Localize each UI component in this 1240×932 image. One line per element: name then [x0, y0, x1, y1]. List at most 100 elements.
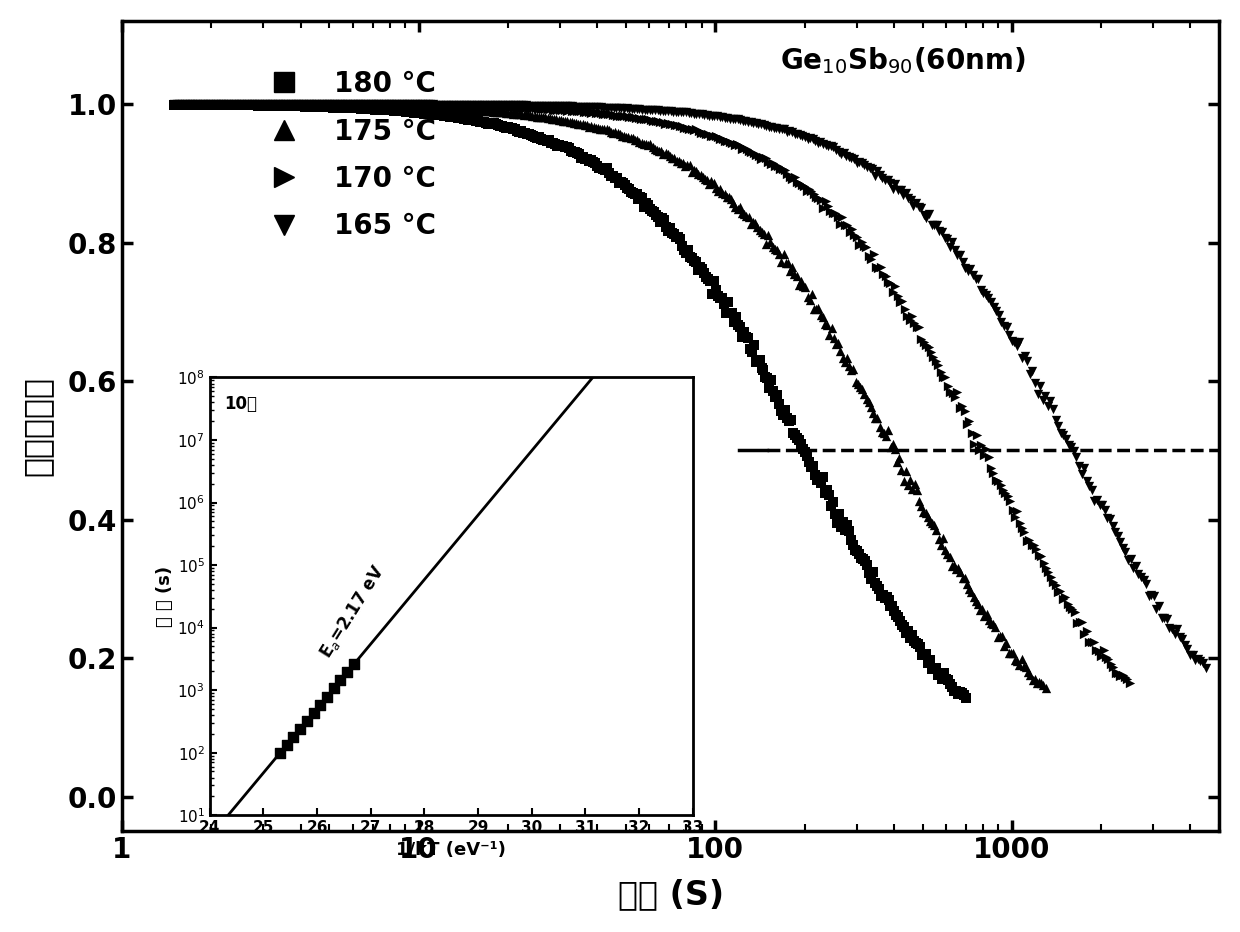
Point [738, 331, 758, 346]
Point [203, 97, 223, 112]
Point [883, 437, 903, 452]
Point [825, 506, 844, 521]
Point [241, 97, 260, 112]
Point [794, 442, 813, 457]
Point [372, 103, 392, 117]
Point [329, 98, 348, 113]
Point [677, 158, 697, 172]
Point [1016, 660, 1035, 675]
Point [187, 97, 207, 112]
Point [852, 234, 872, 249]
Point [508, 98, 528, 113]
Point [688, 124, 708, 139]
Point [531, 98, 551, 113]
Point [254, 97, 274, 112]
Point [878, 423, 898, 438]
Point [226, 97, 246, 112]
Point [420, 98, 440, 113]
Point [542, 111, 562, 126]
Point [228, 98, 248, 113]
Point [869, 419, 889, 434]
Point [706, 282, 725, 297]
Point [310, 98, 330, 113]
Point [649, 210, 668, 225]
Point [699, 108, 719, 123]
Point [844, 227, 864, 242]
Point [906, 636, 926, 651]
Point [366, 97, 386, 112]
Point [934, 369, 954, 384]
Point [594, 100, 614, 115]
Point [905, 476, 925, 491]
Point [484, 104, 503, 119]
Point [272, 97, 291, 112]
Point [301, 98, 321, 113]
Point [284, 97, 304, 112]
Point [816, 194, 836, 209]
Point [191, 97, 211, 112]
Point [260, 97, 280, 112]
Point [844, 151, 864, 166]
Point [337, 98, 357, 113]
Point [428, 107, 448, 122]
Point [756, 237, 776, 252]
Point [217, 97, 237, 112]
Point [497, 119, 517, 134]
Point [585, 156, 605, 171]
Point [339, 97, 358, 112]
Point [725, 112, 745, 127]
Point [806, 301, 826, 316]
Point [1183, 648, 1203, 663]
Point [166, 97, 186, 112]
Point [392, 100, 412, 115]
Point [945, 390, 965, 404]
Point [537, 98, 557, 113]
Point [394, 104, 414, 119]
Point [311, 97, 331, 112]
Point [268, 99, 288, 114]
Point [808, 190, 828, 205]
Point [289, 97, 309, 112]
Point [500, 120, 520, 135]
Point [743, 116, 763, 130]
Point [668, 229, 688, 244]
Point [800, 455, 820, 470]
Point [1149, 598, 1169, 613]
Point [926, 353, 946, 368]
Point [482, 116, 502, 131]
Point [653, 146, 673, 161]
Point [268, 97, 288, 112]
Point [593, 161, 613, 176]
Point [188, 97, 208, 112]
Point [308, 97, 327, 112]
Point [682, 122, 702, 137]
Point [1009, 335, 1029, 350]
Point [901, 192, 921, 207]
Point [299, 99, 319, 114]
Point [378, 103, 398, 117]
Point [548, 103, 568, 117]
Point [226, 98, 246, 113]
Point [430, 97, 450, 112]
Point [696, 269, 715, 284]
Point [547, 112, 567, 127]
Point [352, 98, 372, 113]
Point [914, 335, 934, 350]
Point [475, 103, 495, 118]
Point [239, 97, 259, 112]
Point [1070, 615, 1090, 630]
Point [944, 557, 963, 572]
Point [760, 381, 780, 396]
Point [742, 144, 761, 159]
Point [272, 99, 291, 114]
Point [476, 99, 496, 114]
Point [790, 175, 810, 190]
Point [384, 98, 404, 113]
Point [341, 97, 361, 112]
Point [505, 100, 525, 115]
Point [711, 182, 730, 197]
Point [353, 97, 373, 112]
Point [708, 184, 728, 199]
Point [627, 132, 647, 147]
Point [304, 97, 324, 112]
